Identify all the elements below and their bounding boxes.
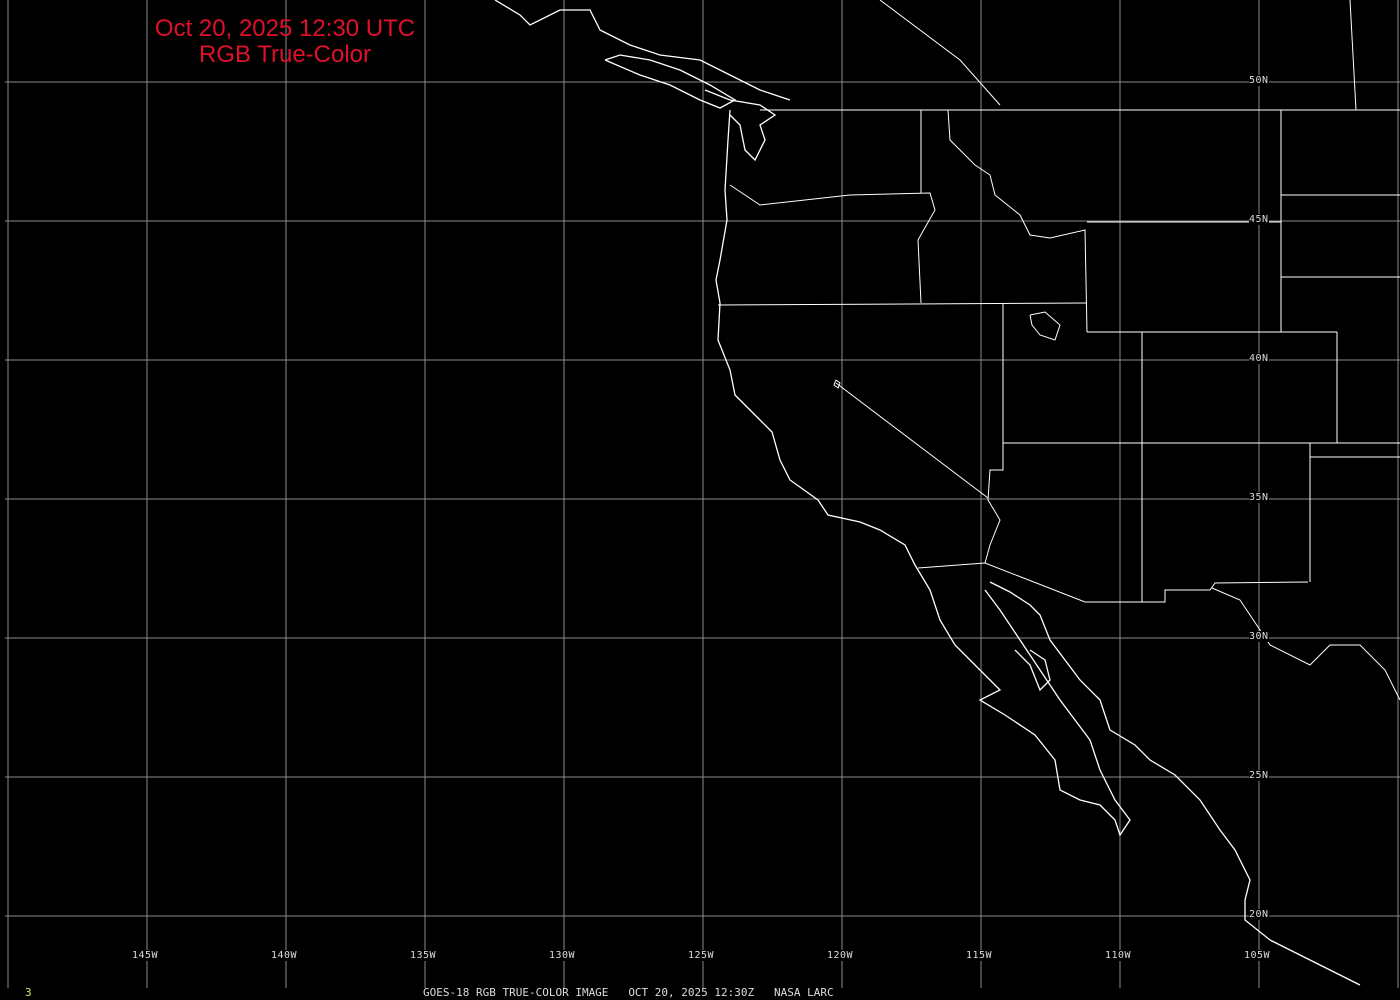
lat-lon-grid <box>5 0 1400 988</box>
oregon-california-border <box>717 302 1088 306</box>
nevada-east-border <box>984 303 1004 564</box>
latitude-label: 20N <box>1249 909 1269 920</box>
caption-credit: NASA LARC <box>774 986 834 999</box>
california-nevada-border <box>835 382 989 499</box>
longitude-label: 145W <box>132 950 159 961</box>
vancouver-island <box>604 54 737 109</box>
longitude-label: 125W <box>688 950 715 961</box>
caption-datetime: OCT 20, 2025 12:30Z <box>628 986 755 999</box>
lake-tahoe <box>833 379 841 389</box>
longitude-label: 115W <box>966 950 993 961</box>
latitude-label: 25N <box>1249 770 1269 781</box>
coastlines-borders <box>494 0 1361 986</box>
longitude-label: 130W <box>549 950 576 961</box>
political-borders <box>717 0 1400 701</box>
caption-satellite: GOES-18 RGB TRUE-COLOR IMAGE <box>423 986 609 999</box>
baja-islands <box>1014 649 1051 692</box>
great-salt-lake <box>1029 311 1061 341</box>
latitude-label: 50N <box>1249 75 1269 86</box>
latitude-label: 40N <box>1249 353 1269 364</box>
image-caption: GOES-18 RGB TRUE-COLOR IMAGE OCT 20, 202… <box>423 986 834 999</box>
pacific-coastline <box>715 109 1131 837</box>
longitude-label: 135W <box>410 950 437 961</box>
longitude-label: 105W <box>1244 950 1271 961</box>
frame-number: 3 <box>25 986 32 999</box>
longitude-label: 140W <box>271 950 298 961</box>
washington-oregon-border <box>729 184 936 304</box>
canada-province-border <box>879 0 1001 106</box>
us-mexico-border <box>917 562 1309 603</box>
idaho-montana-border <box>947 109 1088 333</box>
latitude-label: 35N <box>1249 492 1269 503</box>
gulf-california-coast <box>989 581 1361 986</box>
longitude-label: 120W <box>827 950 854 961</box>
latitude-label: 30N <box>1249 631 1269 642</box>
map-title-datetime: Oct 20, 2025 12:30 UTC <box>154 15 416 42</box>
rio-grande <box>1211 587 1400 701</box>
map-title-product: RGB True-Color <box>198 41 372 68</box>
canada-province-border-east <box>1349 0 1357 111</box>
puget-sound <box>704 89 777 162</box>
bc-coast <box>494 0 791 101</box>
latitude-label: 45N <box>1249 214 1269 225</box>
longitude-label: 110W <box>1105 950 1132 961</box>
